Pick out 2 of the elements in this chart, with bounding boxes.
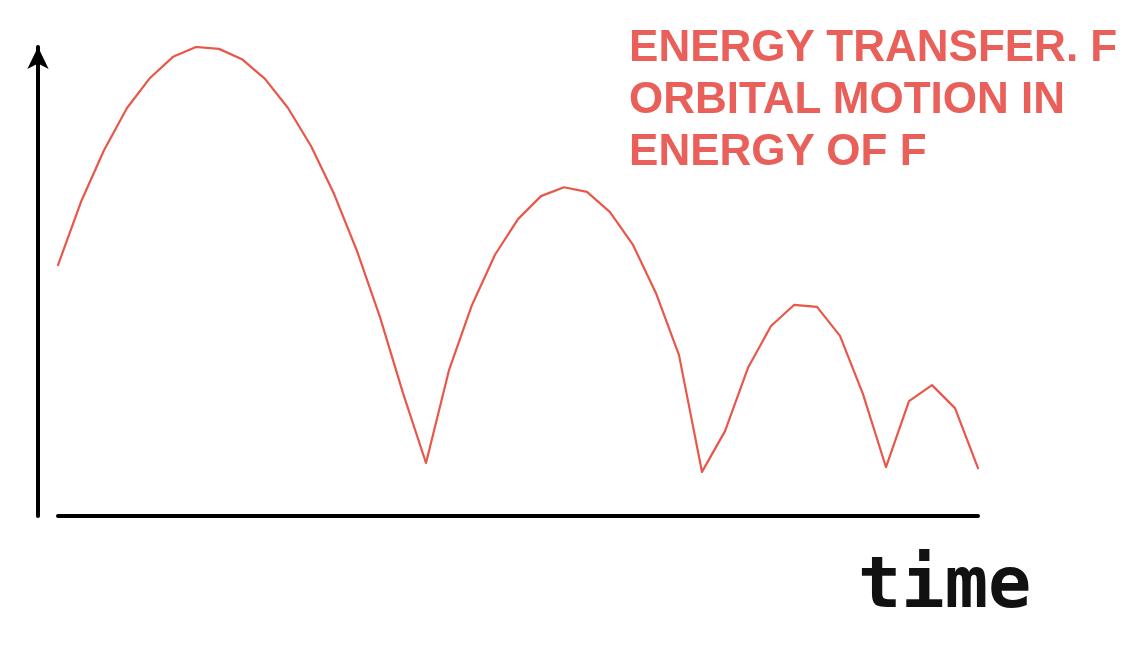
x-axis-title: time (858, 540, 1032, 624)
text: ENERGY TRANSFER. F ORBITAL MOTION IN ENERGY OF F (629, 20, 1118, 174)
